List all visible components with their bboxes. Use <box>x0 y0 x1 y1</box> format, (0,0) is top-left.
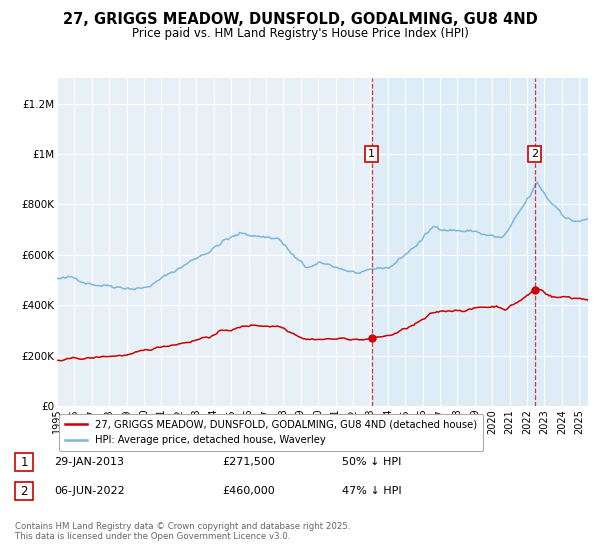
Text: 2: 2 <box>20 484 28 498</box>
Bar <box>372 78 588 406</box>
Text: Price paid vs. HM Land Registry's House Price Index (HPI): Price paid vs. HM Land Registry's House … <box>131 27 469 40</box>
Text: 2: 2 <box>531 149 538 159</box>
Text: £460,000: £460,000 <box>222 486 275 496</box>
Text: 47% ↓ HPI: 47% ↓ HPI <box>342 486 401 496</box>
Text: 1: 1 <box>20 455 28 469</box>
Text: 29-JAN-2013: 29-JAN-2013 <box>54 457 124 467</box>
Text: 27, GRIGGS MEADOW, DUNSFOLD, GODALMING, GU8 4ND: 27, GRIGGS MEADOW, DUNSFOLD, GODALMING, … <box>62 12 538 27</box>
Text: 06-JUN-2022: 06-JUN-2022 <box>54 486 125 496</box>
Legend: 27, GRIGGS MEADOW, DUNSFOLD, GODALMING, GU8 4ND (detached house), HPI: Average p: 27, GRIGGS MEADOW, DUNSFOLD, GODALMING, … <box>59 414 484 451</box>
Text: Contains HM Land Registry data © Crown copyright and database right 2025.
This d: Contains HM Land Registry data © Crown c… <box>15 522 350 542</box>
Text: 50% ↓ HPI: 50% ↓ HPI <box>342 457 401 467</box>
Text: 1: 1 <box>368 149 375 159</box>
Text: £271,500: £271,500 <box>222 457 275 467</box>
